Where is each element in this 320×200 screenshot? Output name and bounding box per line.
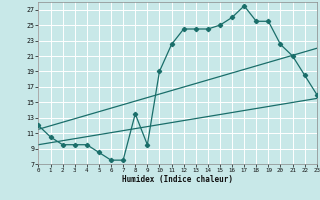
X-axis label: Humidex (Indice chaleur): Humidex (Indice chaleur) <box>122 175 233 184</box>
